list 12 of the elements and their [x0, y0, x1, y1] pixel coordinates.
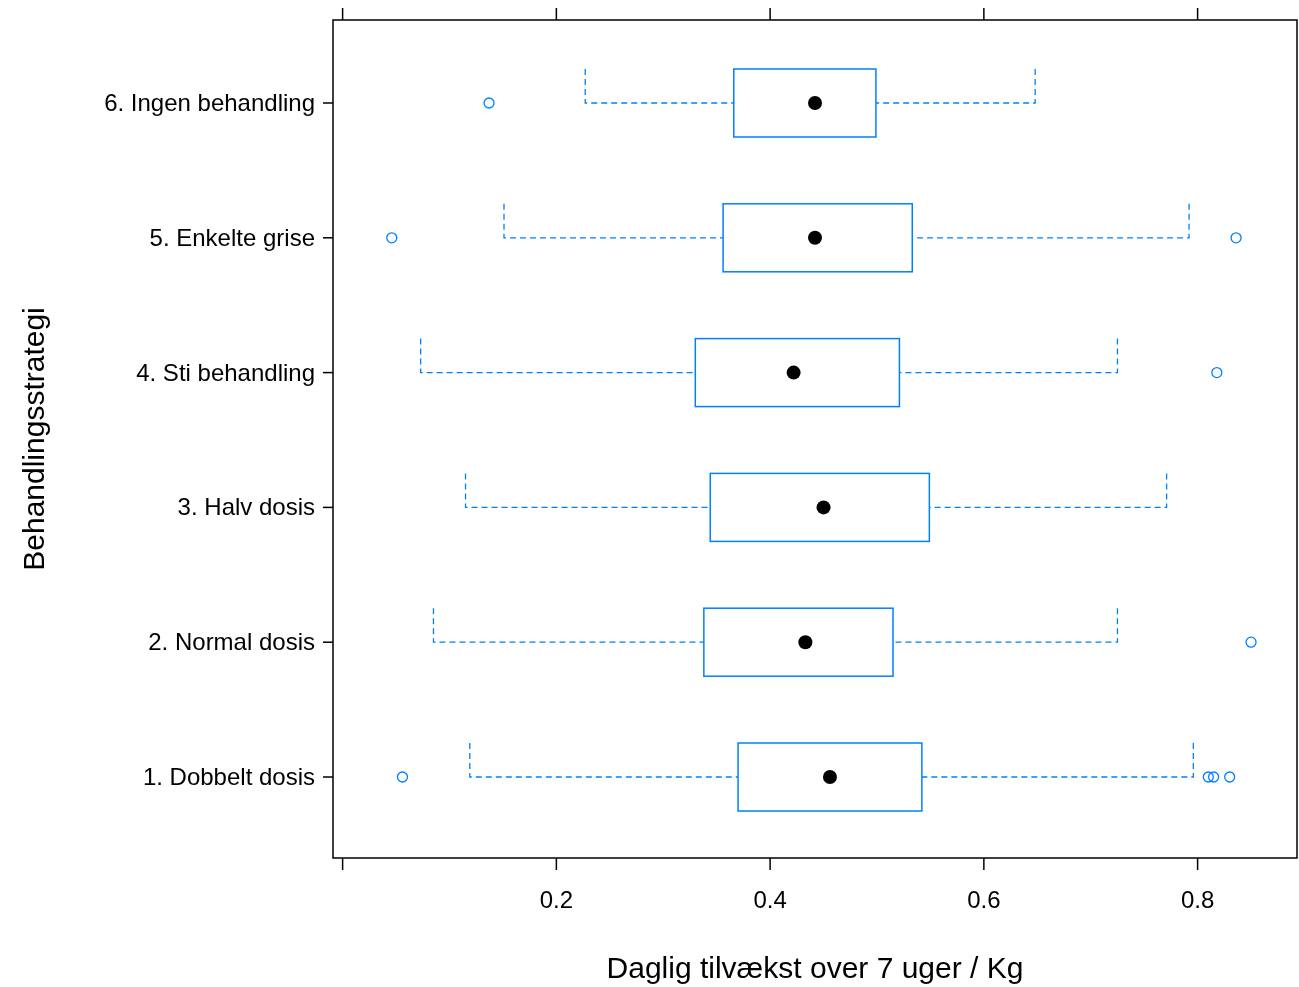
x-tick-label: 0.6: [967, 886, 1001, 913]
y-tick-label: 1. Dobbelt dosis: [142, 763, 315, 790]
y-tick-label: 2. Normal dosis: [148, 628, 315, 656]
x-axis-title: Daglig tilvækst over 7 uger / Kg: [606, 951, 1024, 984]
x-tick-label: 0.4: [753, 886, 787, 913]
y-axis-title: Behandlingsstrategi: [17, 307, 50, 571]
x-tick-label: 0.2: [539, 886, 574, 913]
y-tick-label: 5. Enkelte grise: [149, 223, 315, 251]
y-tick-label: 4. Sti behandling: [136, 358, 315, 386]
x-tick-label: 0.8: [1180, 886, 1215, 913]
y-tick-label: 6. Ingen behandling: [104, 89, 315, 116]
y-tick-label: 3. Halv dosis: [177, 493, 315, 521]
